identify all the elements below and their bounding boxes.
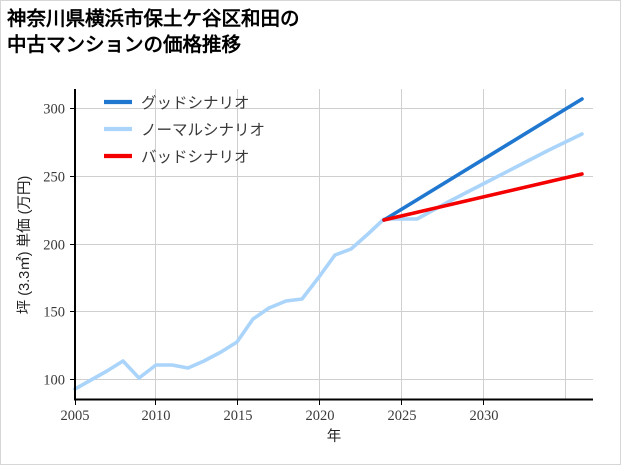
x-tick-label: 2015 bbox=[224, 408, 253, 424]
x-tick-label: 2020 bbox=[306, 408, 335, 424]
x-tick-label: 2010 bbox=[142, 408, 171, 424]
y-tick-label: 150 bbox=[43, 305, 65, 321]
y-axis-title: 坪 (3.3㎡) 単価 (万円) bbox=[16, 176, 33, 315]
y-tick-label: 100 bbox=[43, 373, 65, 389]
x-tick-label: 2005 bbox=[61, 408, 90, 424]
series-line-good bbox=[382, 97, 584, 222]
series-line-bad bbox=[382, 172, 584, 222]
legend-label-good: グッドシナリオ bbox=[141, 94, 250, 112]
legend-label-normal: ノーマルシナリオ bbox=[141, 122, 265, 139]
series-line-normal bbox=[73, 132, 584, 391]
y-tick-labels: 300 250 200 150 100 bbox=[43, 102, 65, 389]
x-axis-title: 年 bbox=[327, 428, 342, 445]
x-tick-labels: 2005 2010 2015 2020 2025 2030 bbox=[61, 408, 499, 424]
y-gridlines bbox=[74, 107, 593, 381]
legend-label-bad: バッドシナリオ bbox=[141, 149, 250, 166]
x-tickmarks bbox=[74, 400, 485, 405]
x-tick-label: 2030 bbox=[470, 408, 499, 424]
y-tick-label: 300 bbox=[43, 102, 65, 118]
y-tick-label: 200 bbox=[43, 238, 65, 254]
chart-legend: グッドシナリオ ノーマルシナリオ バッドシナリオ bbox=[104, 94, 265, 166]
y-tick-label: 250 bbox=[43, 170, 65, 186]
x-tick-label: 2025 bbox=[388, 408, 417, 424]
y-tickmarks bbox=[70, 107, 75, 381]
page-title: 神奈川県横浜市保土ケ谷区和田の 中古マンションの価格推移 bbox=[7, 8, 300, 56]
